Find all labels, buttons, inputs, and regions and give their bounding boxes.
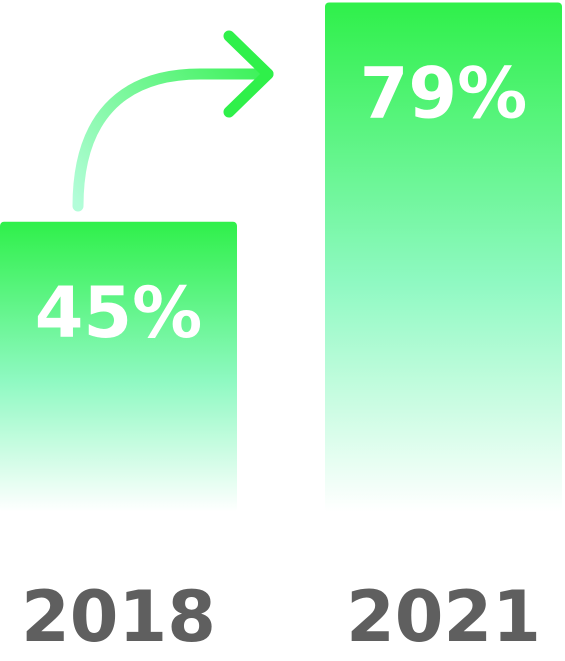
- labels-layer: 45% 2018 79% 2021: [21, 52, 541, 658]
- bar-value-label-2021: 79%: [360, 52, 528, 134]
- growth-arrow-icon: [72, 30, 274, 212]
- growth-arrow-curve: [72, 68, 274, 212]
- bar-2021: [325, 2, 562, 512]
- category-label-2018: 2018: [21, 576, 216, 658]
- bar-value-label-2018: 45%: [35, 272, 203, 354]
- category-label-2021: 2021: [346, 576, 541, 658]
- growth-arrow-head: [223, 30, 274, 118]
- bar-2018: [0, 221, 237, 512]
- bars-layer: [0, 2, 562, 512]
